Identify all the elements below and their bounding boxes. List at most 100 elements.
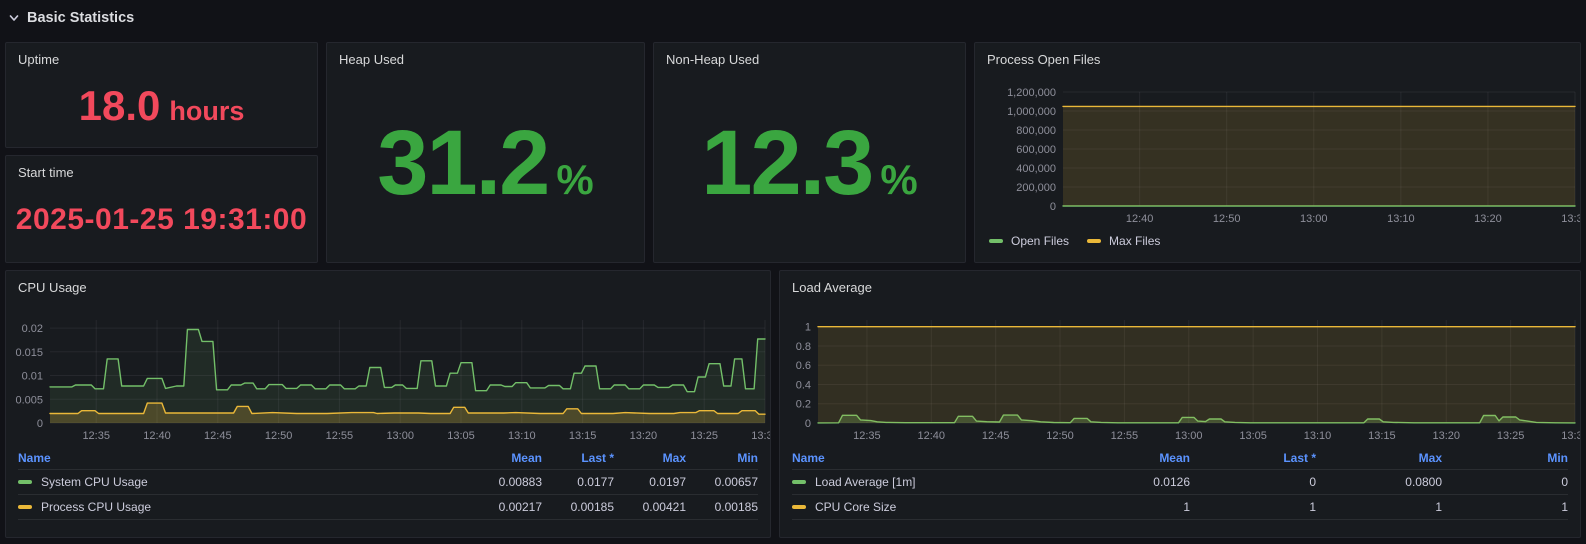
panel-title[interactable]: Start time: [18, 165, 74, 180]
panel-title[interactable]: Process Open Files: [987, 52, 1101, 67]
legend-header-max[interactable]: Max: [1418, 450, 1442, 465]
legend-table: Name Mean Last * Max Min Load Average [1…: [792, 446, 1568, 520]
legend-value-mean: 0.0126: [1153, 475, 1190, 489]
panel-uptime: Uptime 18.0 hours: [5, 42, 318, 148]
legend-value-min: 0.00657: [714, 475, 758, 489]
svg-text:12:55: 12:55: [326, 430, 354, 442]
legend-value-max: 0.0197: [649, 475, 686, 489]
panel-heap-used: Heap Used 31.2 %: [326, 42, 645, 263]
legend-value-last: 0: [1309, 475, 1316, 489]
stat-body: 18.0 hours: [6, 70, 317, 147]
svg-text:1: 1: [805, 322, 811, 334]
stat-body: 12.3 %: [654, 70, 965, 262]
svg-text:13:10: 13:10: [1304, 430, 1332, 442]
svg-text:0: 0: [805, 418, 811, 430]
legend-item-open-files[interactable]: Open Files: [989, 234, 1069, 248]
legend-row-load-average: Load Average [1m] 0.0126 0 0.0800 0: [792, 469, 1568, 494]
svg-text:0.4: 0.4: [796, 379, 811, 391]
legend-series-name[interactable]: System CPU Usage: [18, 475, 456, 489]
svg-text:13:00: 13:00: [386, 430, 414, 442]
legend-header-name[interactable]: Name: [18, 450, 51, 465]
panel-load-average: Load Average 0 0.2 0.4 0.6 0.8 1 12:35 12:40 12:…: [779, 270, 1581, 538]
legend-header-max[interactable]: Max: [662, 450, 686, 465]
svg-text:12:45: 12:45: [204, 430, 232, 442]
svg-text:12:50: 12:50: [265, 430, 293, 442]
panel-title[interactable]: Heap Used: [339, 52, 405, 67]
svg-text:200,000: 200,000: [1016, 182, 1056, 194]
svg-text:12:35: 12:35: [853, 430, 881, 442]
svg-text:13:15: 13:15: [1368, 430, 1396, 442]
panel-process-open-files: Process Open Files 0 200,000 400,000 600,00…: [974, 42, 1581, 263]
svg-text:13:30: 13:30: [1561, 213, 1580, 225]
legend-value-mean: 1: [1183, 500, 1190, 514]
chevron-down-icon: [9, 15, 19, 21]
panel-title[interactable]: Uptime: [18, 52, 60, 67]
svg-text:13:30: 13:30: [1561, 430, 1580, 442]
svg-text:0: 0: [1050, 201, 1056, 213]
legend-header-last[interactable]: Last *: [1283, 450, 1316, 465]
legend-series-name[interactable]: Load Average [1m]: [792, 475, 1050, 489]
svg-text:13:10: 13:10: [508, 430, 536, 442]
legend-value-min: 0: [1561, 475, 1568, 489]
svg-text:12:40: 12:40: [143, 430, 171, 442]
legend-value-max: 1: [1435, 500, 1442, 514]
legend-value-min: 1: [1561, 500, 1568, 514]
series-color-swatch: [1087, 239, 1102, 243]
process-open-files-chart[interactable]: 0 200,000 400,000 600,000 800,000 1,000,000 1,…: [975, 80, 1580, 228]
svg-text:12:55: 12:55: [1111, 430, 1139, 442]
legend-item-max-files[interactable]: Max Files: [1087, 234, 1160, 248]
svg-text:0.6: 0.6: [796, 360, 811, 372]
legend-value-min: 0.00185: [714, 500, 758, 514]
uptime-unit: hours: [169, 95, 245, 126]
row-header-basic-statistics[interactable]: Basic Statistics: [8, 10, 134, 26]
svg-text:12:50: 12:50: [1046, 430, 1074, 442]
legend-value-last: 0.0177: [577, 475, 614, 489]
legend-header-min[interactable]: Min: [1547, 450, 1568, 465]
legend-series-name[interactable]: Process CPU Usage: [18, 500, 456, 514]
svg-text:12:40: 12:40: [918, 430, 946, 442]
svg-text:0.01: 0.01: [22, 371, 43, 383]
panel-title[interactable]: Load Average: [792, 280, 872, 295]
legend-value-last: 0.00185: [570, 500, 614, 514]
stat-body: 31.2 %: [327, 70, 644, 262]
legend-label: Load Average [1m]: [815, 475, 916, 489]
svg-text:1,000,000: 1,000,000: [1007, 106, 1056, 118]
heap-used-unit: %: [556, 156, 594, 203]
panel-title[interactable]: Non-Heap Used: [666, 52, 760, 67]
legend-series-name[interactable]: CPU Core Size: [792, 500, 1050, 514]
legend-header-mean[interactable]: Mean: [511, 450, 542, 465]
legend-header-mean[interactable]: Mean: [1159, 450, 1190, 465]
cpu-usage-chart[interactable]: 0 0.005 0.01 0.015 0.02 12:35 12:40 12:45 12:50 1…: [6, 310, 770, 445]
svg-text:13:15: 13:15: [569, 430, 597, 442]
legend-header-min[interactable]: Min: [737, 450, 758, 465]
svg-text:12:40: 12:40: [1126, 213, 1154, 225]
svg-text:13:20: 13:20: [1432, 430, 1460, 442]
legend-label: System CPU Usage: [41, 475, 148, 489]
svg-text:0.2: 0.2: [796, 399, 811, 411]
svg-text:13:25: 13:25: [690, 430, 718, 442]
legend: Open Files Max Files: [989, 234, 1568, 248]
legend-header-name[interactable]: Name: [792, 450, 825, 465]
svg-text:400,000: 400,000: [1016, 163, 1056, 175]
svg-text:0.8: 0.8: [796, 341, 811, 353]
panel-title[interactable]: CPU Usage: [18, 280, 87, 295]
legend-row-process-cpu: Process CPU Usage 0.00217 0.00185 0.0042…: [18, 494, 758, 519]
series-color-swatch: [18, 505, 32, 509]
legend-value-max: 0.00421: [642, 500, 686, 514]
svg-text:0: 0: [37, 418, 43, 430]
heap-used-value: 31.2: [377, 112, 550, 214]
svg-text:12:35: 12:35: [82, 430, 110, 442]
svg-text:13:25: 13:25: [1497, 430, 1525, 442]
panel-cpu-usage: CPU Usage 0 0.005 0.01 0.015 0.02 12:35 12:40 1…: [5, 270, 771, 538]
legend-header-last[interactable]: Last *: [581, 450, 614, 465]
svg-text:13:30: 13:30: [751, 430, 770, 442]
svg-text:800,000: 800,000: [1016, 125, 1056, 137]
legend-table: Name Mean Last * Max Min System CPU Usag…: [18, 446, 758, 520]
legend-value-mean: 0.00883: [498, 475, 542, 489]
load-average-chart[interactable]: 0 0.2 0.4 0.6 0.8 1 12:35 12:40 12:45 12:50 12:55 1…: [780, 310, 1580, 445]
legend-label: Open Files: [1011, 234, 1070, 248]
svg-text:13:20: 13:20: [1474, 213, 1502, 225]
svg-text:13:10: 13:10: [1387, 213, 1415, 225]
panel-start-time: Start time 2025-01-25 19:31:00: [5, 155, 318, 263]
legend-label: CPU Core Size: [815, 500, 897, 514]
